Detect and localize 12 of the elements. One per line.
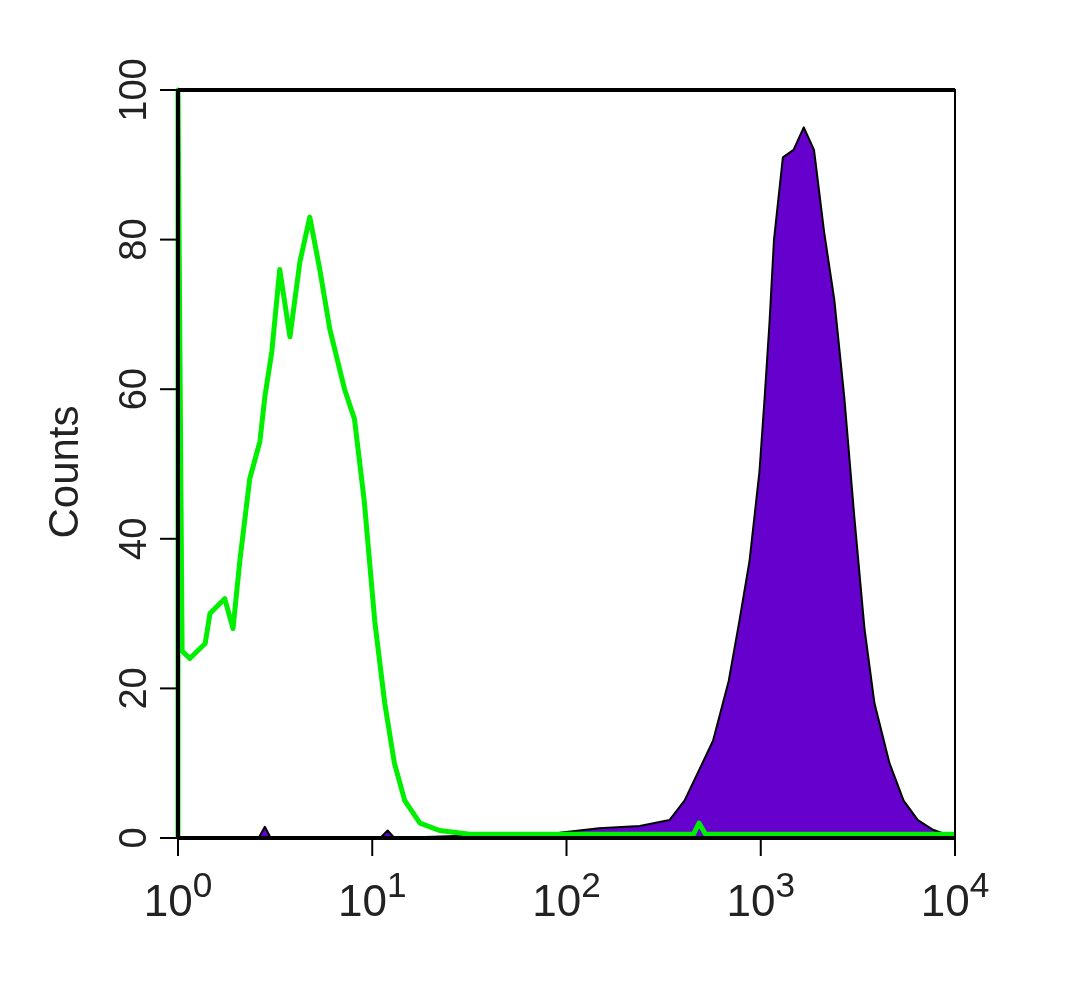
y-tick-label: 40	[112, 517, 154, 560]
y-tick-label: 80	[112, 218, 154, 261]
x-tick-label: 10$^{1}$	[337, 864, 407, 925]
y-tick-label: 20	[112, 667, 154, 710]
x-tick-label: 10$^{2}$	[532, 864, 601, 925]
y-tick-label: 60	[112, 368, 154, 411]
x-tick-label: 10$^{4}$	[920, 864, 990, 925]
x-tick-label: 10$^{3}$	[726, 864, 796, 925]
x-tick-label: 10$^{0}$	[143, 864, 213, 925]
y-axis-title: Counts	[40, 405, 87, 539]
y-tick-label: 0	[112, 827, 154, 849]
y-tick-label: 100	[112, 58, 154, 122]
